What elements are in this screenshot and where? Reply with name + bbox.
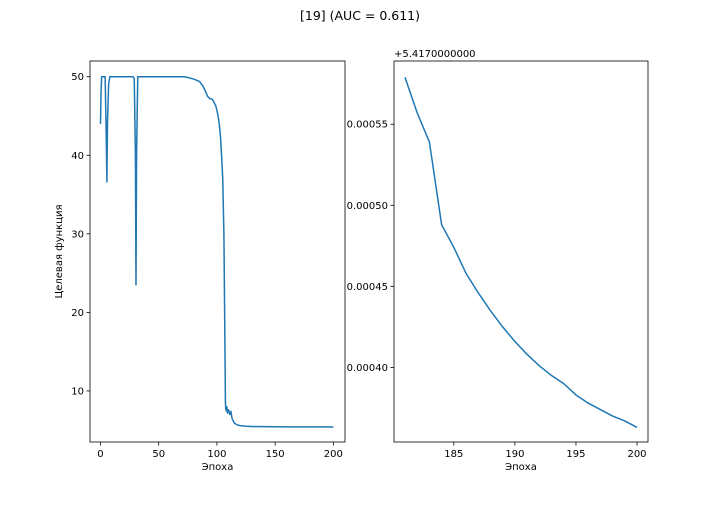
x-tick-label: 200 [627, 449, 646, 460]
right-plot: 185 190 195 200 0.00040 0.00045 0.00050 0.00055… [347, 49, 649, 473]
x-tick-label: 150 [266, 449, 285, 460]
series-line [404, 76, 638, 429]
axes-frame [393, 60, 649, 443]
y-tick-label: 50 [71, 72, 84, 83]
x-tick-label: 100 [207, 449, 226, 460]
x-tick-label: 195 [566, 449, 585, 460]
y-tick-label: 40 [71, 151, 84, 162]
x-tick-label: 185 [444, 449, 463, 460]
series-line [99, 75, 334, 428]
y-tick-label: 30 [71, 229, 84, 240]
y-axis-label: Целевая функция [54, 204, 65, 298]
x-tick-label: 0 [97, 449, 103, 460]
y-tick-label: 0.00040 [347, 363, 388, 374]
y-tick-label: 20 [71, 308, 84, 319]
x-axis-label: Эпоха [202, 462, 234, 473]
left-plot: 0 50 100 150 200 10 20 30 40 50 Эпоха Целевая функц… [54, 60, 346, 473]
y-offset-label: +5.4170000000 [394, 49, 476, 60]
axes-frame [89, 60, 346, 443]
x-axis-label: Эпоха [505, 462, 537, 473]
y-tick-label: 10 [71, 386, 84, 397]
x-tick-label: 50 [152, 449, 165, 460]
y-tick-label: 0.00045 [347, 282, 388, 293]
y-tick-label: 0.00050 [347, 201, 388, 212]
x-tick-label: 190 [505, 449, 524, 460]
figure-title: [19] (AUC = 0.611) [299, 8, 421, 23]
y-tick-label: 0.00055 [347, 120, 388, 131]
x-tick-label: 200 [324, 449, 343, 460]
